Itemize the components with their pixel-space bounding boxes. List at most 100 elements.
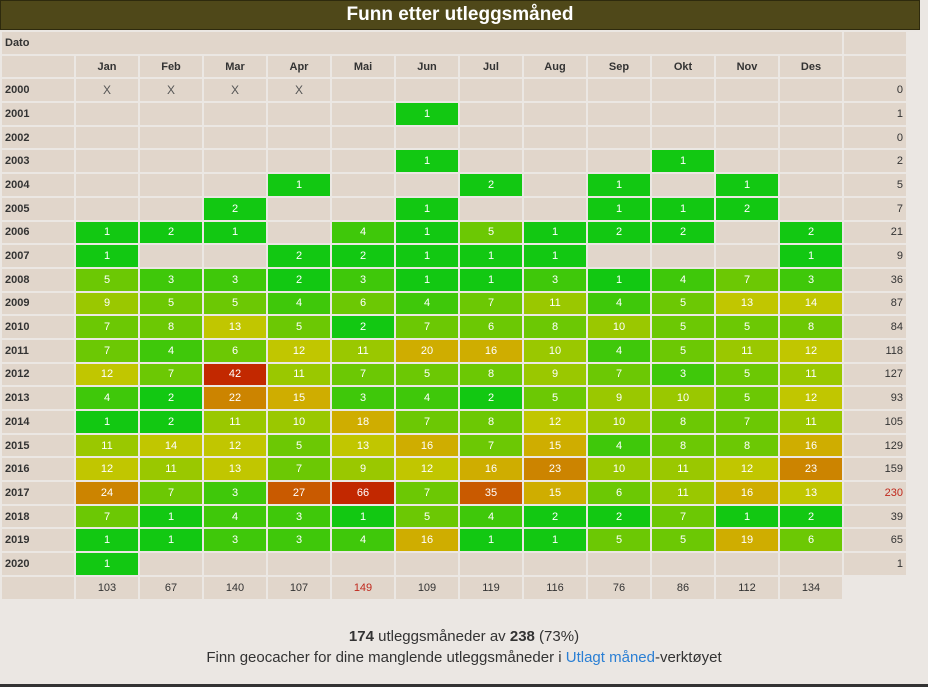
month-cell: 2 — [204, 197, 266, 220]
header-corner — [2, 55, 74, 78]
row-total: 2 — [844, 150, 906, 173]
month-cell — [652, 79, 714, 102]
month-cell: 11 — [76, 434, 138, 457]
month-cell: 4 — [588, 434, 650, 457]
row-total: 93 — [844, 387, 906, 409]
year-label: 2019 — [2, 529, 74, 552]
year-label: 2014 — [2, 411, 74, 433]
month-cell — [780, 197, 842, 220]
month-cell: 1 — [716, 505, 778, 528]
month-cell — [76, 126, 138, 149]
column-total: 140 — [204, 576, 266, 599]
month-cell: 1 — [76, 411, 138, 433]
month-cell — [780, 150, 842, 173]
month-cell: 14 — [780, 292, 842, 315]
month-cell — [588, 553, 650, 575]
row-total: 105 — [844, 411, 906, 433]
month-cell — [588, 79, 650, 102]
month-cell — [716, 553, 778, 575]
year-label: 2013 — [2, 387, 74, 409]
month-cell: 1 — [396, 197, 458, 220]
month-cell: 42 — [204, 363, 266, 386]
month-cell — [140, 126, 202, 149]
month-cell: 12 — [396, 458, 458, 481]
month-cell: 5 — [268, 316, 330, 338]
month-cell: 5 — [268, 434, 330, 457]
month-cell: 13 — [204, 316, 266, 338]
month-cell — [76, 103, 138, 125]
row-total: 39 — [844, 505, 906, 528]
month-cell: 3 — [204, 529, 266, 552]
month-cell: 4 — [140, 339, 202, 362]
month-cell — [460, 197, 522, 220]
month-cell: 5 — [588, 529, 650, 552]
month-cell — [716, 150, 778, 173]
year-row-2003: 2003 1 1 2 — [2, 150, 906, 173]
month-cell: 3 — [652, 363, 714, 386]
column-total: 76 — [588, 576, 650, 599]
summary-line-1: 174 utleggsmåneder av 238 (73%) — [0, 626, 928, 647]
month-cell — [332, 79, 394, 102]
month-cell: 3 — [332, 387, 394, 409]
month-cell — [780, 174, 842, 196]
year-label: 2004 — [2, 174, 74, 196]
month-cell — [396, 553, 458, 575]
month-cell: 3 — [204, 482, 266, 504]
year-row-2000: 2000 X X X X 0 — [2, 79, 906, 102]
month-cell: 16 — [716, 482, 778, 504]
row-total: 0 — [844, 79, 906, 102]
month-cell: 4 — [332, 221, 394, 244]
month-cell — [76, 150, 138, 173]
month-cell — [652, 126, 714, 149]
month-cell: 5 — [652, 529, 714, 552]
month-cell — [588, 103, 650, 125]
month-cell: 3 — [780, 268, 842, 291]
month-cell: 15 — [268, 387, 330, 409]
month-cell: 2 — [140, 221, 202, 244]
year-label: 2001 — [2, 103, 74, 125]
utlagt-maned-link[interactable]: Utlagt måned — [565, 649, 655, 666]
month-cell: 8 — [780, 316, 842, 338]
year-label: 2005 — [2, 197, 74, 220]
month-cell: X — [140, 79, 202, 102]
column-total: 119 — [460, 576, 522, 599]
month-header-des: Des — [780, 55, 842, 78]
month-cell: 2 — [652, 221, 714, 244]
month-cell: 2 — [716, 197, 778, 220]
row-total: 9 — [844, 245, 906, 267]
month-header-row: Jan Feb Mar Apr Mai Jun Jul Aug Sep Okt Nov Des — [2, 55, 906, 78]
month-cell — [524, 553, 586, 575]
month-cell: 2 — [460, 387, 522, 409]
column-total: 86 — [652, 576, 714, 599]
month-cell: 5 — [652, 316, 714, 338]
month-cell: 8 — [140, 316, 202, 338]
month-header-apr: Apr — [268, 55, 330, 78]
month-cell: 10 — [588, 316, 650, 338]
row-total: 84 — [844, 316, 906, 338]
month-cell: 1 — [396, 221, 458, 244]
month-header-feb: Feb — [140, 55, 202, 78]
year-label: 2015 — [2, 434, 74, 457]
year-label: 2017 — [2, 482, 74, 504]
year-label: 2003 — [2, 150, 74, 173]
month-cell — [524, 103, 586, 125]
summary-suffix: -verktøyet — [654, 649, 722, 666]
year-label: 2006 — [2, 221, 74, 244]
month-cell — [76, 174, 138, 196]
year-row-2005: 2005 2 1 1 1 2 7 — [2, 197, 906, 220]
month-cell: 1 — [652, 197, 714, 220]
month-cell: 4 — [652, 268, 714, 291]
month-cell: 9 — [76, 292, 138, 315]
month-cell — [268, 150, 330, 173]
month-cell: X — [76, 79, 138, 102]
month-cell — [460, 103, 522, 125]
row-total: 87 — [844, 292, 906, 315]
month-cell: 3 — [268, 505, 330, 528]
month-cell: 1 — [396, 150, 458, 173]
month-cell: 15 — [524, 482, 586, 504]
month-header-okt: Okt — [652, 55, 714, 78]
month-cell — [268, 221, 330, 244]
month-cell: 19 — [716, 529, 778, 552]
month-cell: 24 — [76, 482, 138, 504]
year-row-2002: 2002 0 — [2, 126, 906, 149]
